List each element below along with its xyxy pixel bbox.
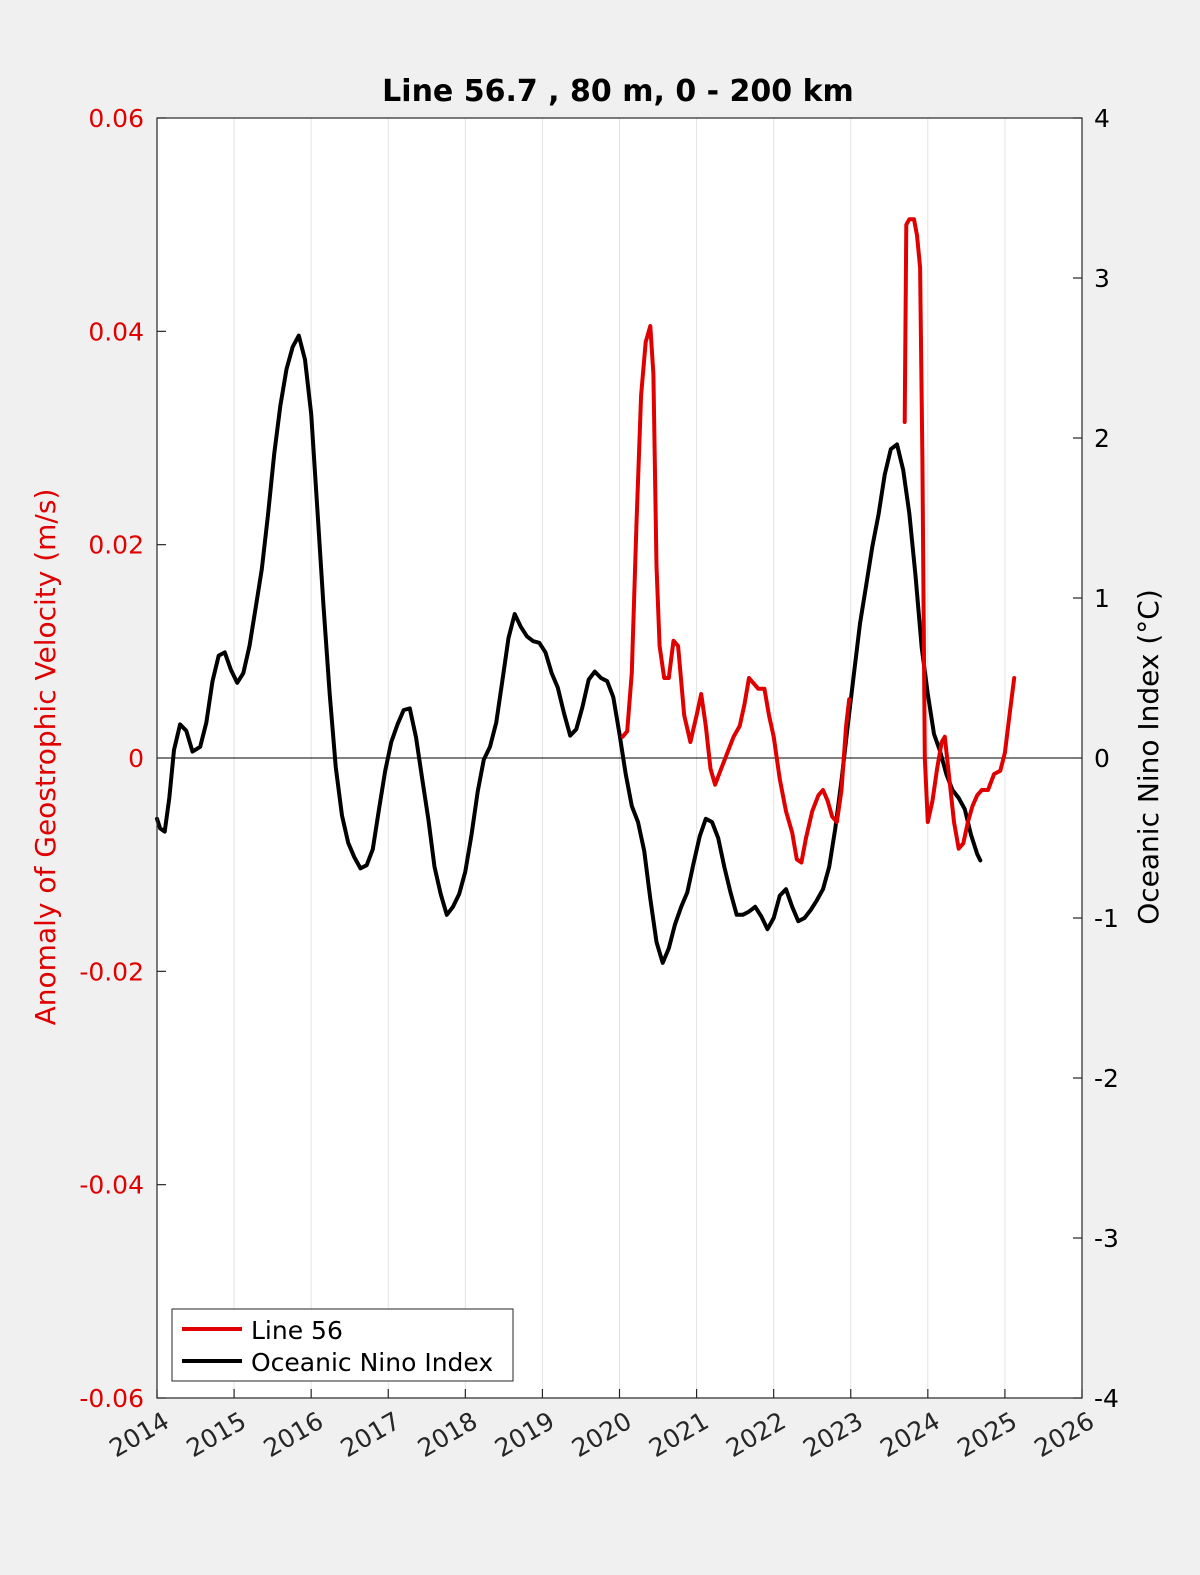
y-left-tick-label: -0.06 (79, 1384, 144, 1413)
y-right-axis-ticks: -4 -3 -2 -1 0 1 2 3 4 (1073, 104, 1119, 1413)
series-layer (155, 217, 1017, 965)
y-right-tick-label: -3 (1094, 1224, 1119, 1253)
y-left-axis-ticks: -0.06 -0.04 -0.02 0 0.02 0.04 0.06 (79, 104, 166, 1413)
series-line56-segment-2 (902, 217, 1017, 851)
y-right-tick-label: -4 (1094, 1384, 1119, 1413)
chart-title: Line 56.7 , 80 m, 0 - 200 km (382, 74, 854, 109)
y-right-tick-label: 2 (1094, 424, 1110, 453)
y-left-tick-label: -0.04 (79, 1171, 144, 1200)
y-left-tick-label: 0.06 (88, 104, 144, 133)
y-left-tick-label: 0.04 (88, 317, 144, 346)
legend-label-oni: Oceanic Nino Index (251, 1348, 493, 1377)
legend-label-line56: Line 56 (251, 1316, 343, 1345)
y-left-tick-label: 0.02 (88, 531, 144, 560)
legend: Line 56 Oceanic Nino Index (171, 1308, 514, 1382)
y-axis-right-label: Oceanic Nino Index (°C) (1132, 589, 1165, 925)
y-axis-left-label: Anomaly of Geostrophic Velocity (m/s) (29, 489, 62, 1026)
y-right-tick-label: 4 (1094, 104, 1110, 133)
y-right-tick-label: 1 (1094, 584, 1110, 613)
y-left-tick-label: -0.02 (79, 957, 144, 986)
y-left-tick-label: 0 (128, 744, 144, 773)
y-right-tick-label: -1 (1094, 904, 1119, 933)
series-line56-segment-1 (620, 324, 852, 865)
y-right-tick-label: 3 (1094, 264, 1110, 293)
legend-box (171, 1308, 514, 1382)
y-right-tick-label: -2 (1094, 1064, 1119, 1093)
y-right-tick-label: 0 (1094, 744, 1110, 773)
